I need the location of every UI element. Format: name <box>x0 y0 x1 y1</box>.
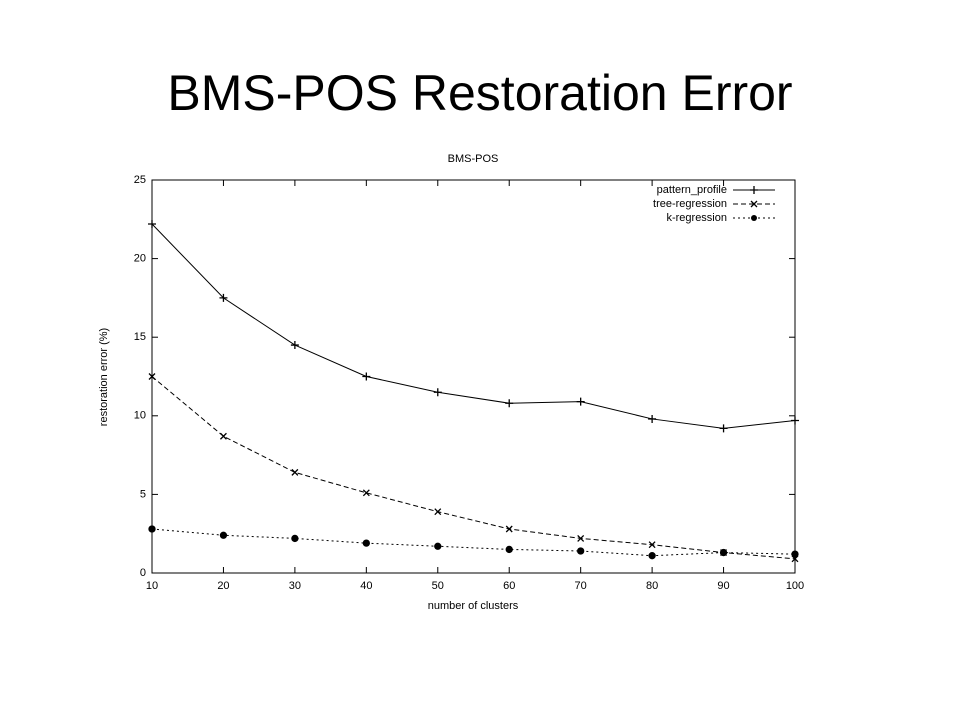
x-tick-label: 100 <box>786 580 804 592</box>
marker <box>148 373 156 380</box>
marker <box>148 525 156 533</box>
marker <box>648 552 656 560</box>
legend-label: k-regression <box>666 212 727 224</box>
series-line <box>151 223 796 429</box>
marker <box>434 542 442 550</box>
marker <box>576 397 585 406</box>
marker <box>434 508 442 516</box>
y-tick-label: 5 <box>140 488 146 500</box>
marker <box>219 531 228 539</box>
marker <box>362 539 370 547</box>
series-line <box>151 376 796 560</box>
marker <box>719 424 728 433</box>
y-tick-label: 25 <box>134 174 146 186</box>
marker <box>791 416 799 425</box>
legend-marker <box>750 186 758 194</box>
y-tick-label: 20 <box>134 253 146 265</box>
series-line <box>151 528 796 557</box>
marker <box>577 534 585 542</box>
marker <box>648 541 656 549</box>
y-tick-label: 15 <box>134 331 146 343</box>
x-tick-label: 40 <box>360 580 372 592</box>
x-tick-label: 80 <box>646 580 658 592</box>
y-tick-label: 0 <box>140 567 146 579</box>
marker <box>505 545 513 554</box>
legend-label: tree-regression <box>653 198 727 210</box>
marker <box>505 399 514 408</box>
x-axis-label: number of clusters <box>428 600 519 612</box>
marker <box>648 414 657 423</box>
marker <box>291 468 299 476</box>
x-tick-label: 70 <box>575 580 587 592</box>
marker <box>362 372 371 381</box>
marker <box>148 220 156 229</box>
x-tick-label: 60 <box>503 580 515 592</box>
marker <box>577 547 585 555</box>
y-axis-label: restoration error (%) <box>98 328 110 426</box>
chart-title: BMS-POS <box>448 153 499 165</box>
marker <box>362 489 370 497</box>
marker <box>291 534 299 543</box>
legend-marker <box>751 215 757 221</box>
x-tick-label: 20 <box>217 580 229 592</box>
legend-label: pattern_profile <box>657 184 727 196</box>
x-tick-label: 30 <box>289 580 301 592</box>
marker <box>219 293 228 302</box>
marker <box>791 550 799 558</box>
legend-marker <box>750 200 758 208</box>
slide-title: BMS-POS Restoration Error <box>167 65 792 121</box>
marker <box>505 525 513 533</box>
x-tick-label: 90 <box>717 580 729 592</box>
x-tick-label: 10 <box>146 580 158 592</box>
marker <box>433 388 442 397</box>
plot-frame <box>151 179 796 574</box>
marker <box>719 548 728 557</box>
y-tick-label: 10 <box>134 410 146 422</box>
marker <box>290 341 299 350</box>
x-tick-label: 50 <box>432 580 444 592</box>
marker <box>219 432 227 440</box>
